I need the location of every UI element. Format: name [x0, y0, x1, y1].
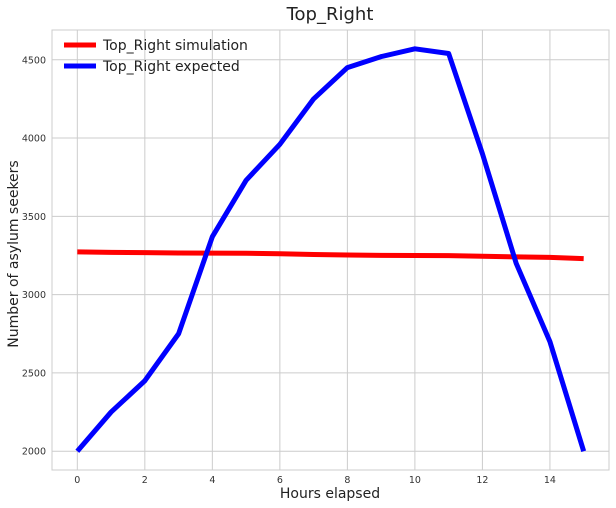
legend-label-expected: Top_Right expected	[102, 59, 240, 75]
y-tick-label: 3500	[22, 212, 46, 223]
x-tick-labels: 0 2 4 6 8 10 12 14	[74, 475, 556, 486]
series-line-simulation	[77, 249, 584, 262]
y-tick-label: 4000	[22, 134, 46, 145]
x-axis-title: Hours elapsed	[280, 486, 380, 502]
x-tick-label: 6	[277, 475, 283, 486]
chart-title: Top_Right	[286, 4, 374, 25]
y-tick-label: 4500	[22, 55, 46, 66]
y-tick-labels: 2000 2500 3000 3500 4000 4500	[22, 55, 46, 457]
x-gridlines	[76, 30, 551, 470]
y-tick-label: 3000	[22, 290, 46, 301]
x-tick-label: 2	[142, 475, 148, 486]
x-tick-label: 12	[476, 475, 488, 486]
y-axis-title: Number of asylum seekers	[6, 160, 22, 347]
y-tick-label: 2500	[22, 368, 46, 379]
y-tick-label: 2000	[22, 447, 46, 458]
series-line-expected	[75, 46, 587, 453]
x-tick-label: 0	[74, 475, 80, 486]
series-lines	[75, 46, 587, 453]
x-tick-label: 8	[344, 475, 350, 486]
x-tick-label: 10	[409, 475, 421, 486]
y-gridlines	[52, 59, 609, 452]
x-tick-label: 4	[209, 475, 215, 486]
legend-label-simulation: Top_Right simulation	[102, 38, 248, 54]
plot-frame	[51, 29, 610, 471]
x-tick-label: 14	[544, 475, 556, 486]
legend: Top_Right simulation Top_Right expected	[64, 38, 248, 75]
